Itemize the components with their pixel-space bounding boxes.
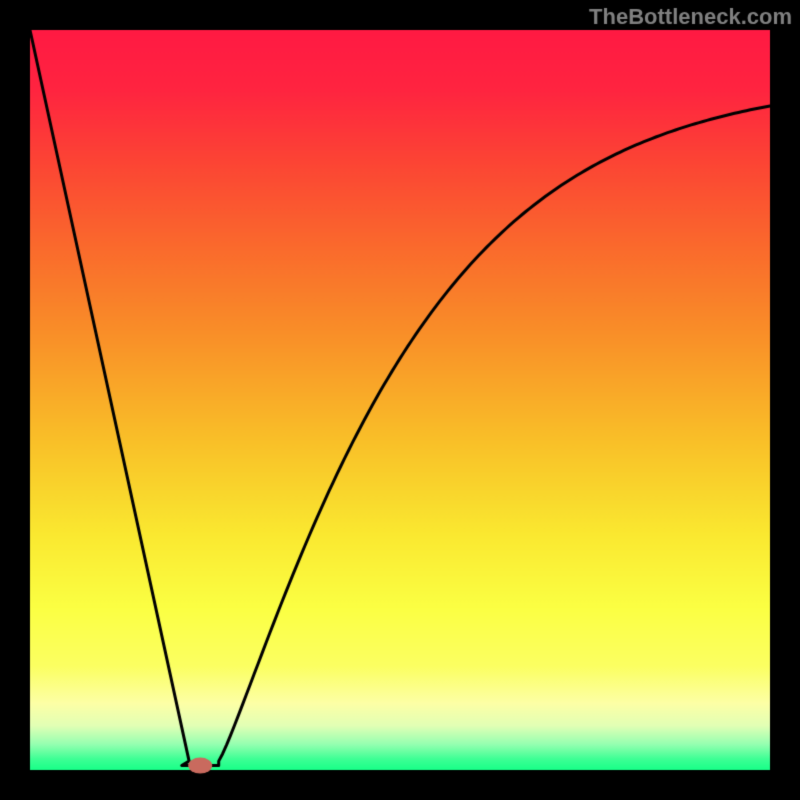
bottleneck-chart (0, 0, 800, 800)
